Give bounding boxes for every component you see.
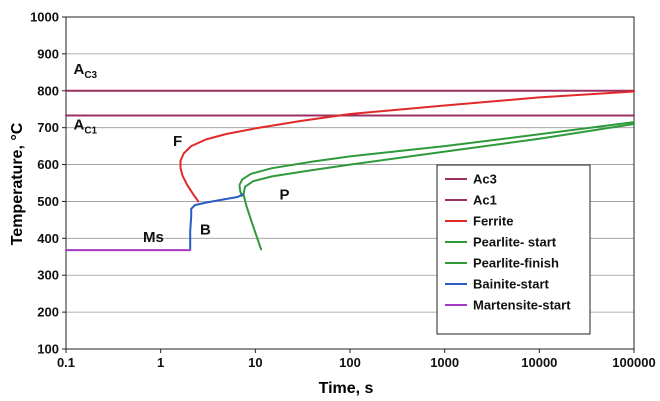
x-tick-label: 100000: [612, 355, 655, 370]
legend-label: Ac3: [473, 172, 497, 187]
x-tick-label: 100: [339, 355, 361, 370]
annotation-label: P: [279, 187, 289, 204]
series-line-pearlite-finish: [242, 123, 635, 251]
legend-label: Pearlite- start: [473, 235, 557, 250]
annotation-label: AC1: [73, 117, 97, 137]
legend-label: Ferrite: [473, 214, 513, 229]
series-line-bainite-start: [189, 193, 245, 251]
y-tick-label: 600: [37, 157, 59, 172]
annotation-label: Ms: [143, 229, 164, 246]
y-tick-label: 900: [37, 46, 59, 61]
y-tick-label: 400: [37, 231, 59, 246]
y-tick-label: 500: [37, 194, 59, 209]
y-tick-label: 800: [37, 83, 59, 98]
legend-label: Martensite-start: [473, 298, 571, 313]
y-tick-label: 700: [37, 120, 59, 135]
x-tick-label: 10000: [521, 355, 557, 370]
legend: Ac3 Ac1 Ferrite Pearlite- start Pearlite-fin…: [436, 164, 591, 335]
x-axis-title: Time, s: [319, 380, 374, 397]
y-tick-label: 1000: [30, 10, 59, 25]
series-line-ferrite: [179, 90, 635, 203]
y-tick-label: 100: [37, 342, 59, 357]
y-axis-title: Temperature, °C: [9, 122, 26, 245]
x-tick-label: 10: [248, 355, 262, 370]
annotations: AC3 AC1 F P B Ms: [73, 61, 289, 246]
x-tick-label: 0.1: [57, 355, 75, 370]
annotation-label: F: [173, 133, 182, 150]
x-tick-label: 1: [157, 355, 164, 370]
y-tick-label: 200: [37, 305, 59, 320]
y-tick-label: 300: [37, 268, 59, 283]
legend-label: Bainite-start: [473, 277, 550, 292]
series-layer: [65, 89, 635, 252]
legend-label: Ac1: [473, 193, 497, 208]
annotation-label: B: [200, 222, 211, 239]
series-line-pearlite-start: [238, 121, 635, 197]
legend-label: Pearlite-finish: [473, 256, 559, 271]
y-tick-labels: 100 200 300 400 500 600 700 800 900 1000: [30, 10, 66, 357]
x-tick-labels: 0.1 1 10 100 1000 10000 100000: [57, 349, 656, 370]
annotation-label: AC3: [73, 61, 97, 81]
x-tick-label: 1000: [430, 355, 459, 370]
